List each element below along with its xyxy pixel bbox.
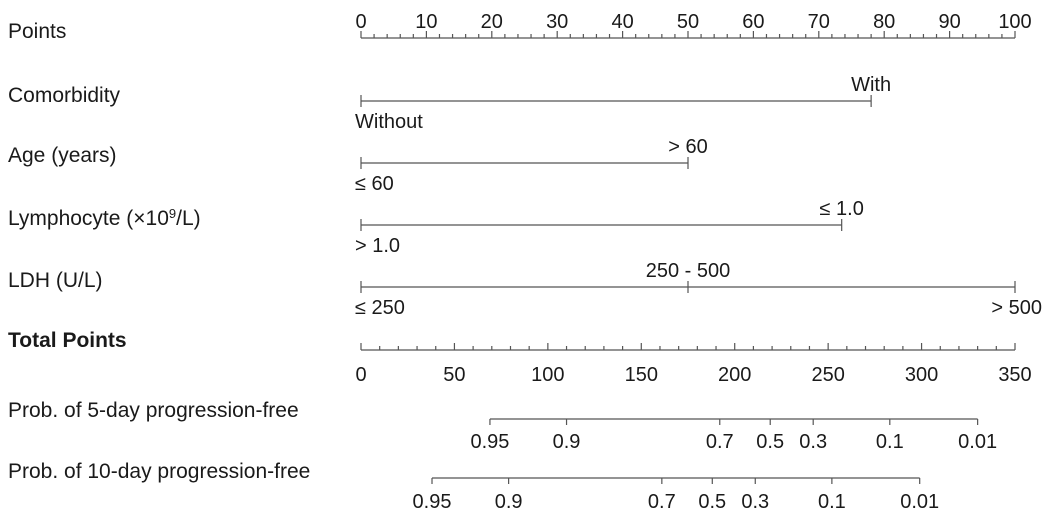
points-tick-label: 40	[611, 11, 633, 33]
lymphocyte-label-pre: Lymphocyte (×10	[8, 207, 169, 230]
ldh-level-label: ≤ 250	[355, 297, 405, 319]
prob5-tick-label: 0.95	[470, 431, 509, 453]
total-points-tick-label: 250	[811, 364, 844, 386]
row-label-ldh: LDH (U/L)	[8, 269, 103, 292]
points-tick-label: 90	[938, 11, 960, 33]
prob5-tick-label: 0.3	[799, 431, 827, 453]
points-tick-label: 70	[808, 11, 830, 33]
prob10-tick-label: 0.01	[900, 491, 939, 513]
prob5-tick-label: 0.9	[553, 431, 581, 453]
row-label-prob5: Prob. of 5-day progression-free	[8, 399, 299, 422]
prob10-tick-label: 0.95	[413, 491, 452, 513]
age-level-label: > 60	[668, 136, 707, 158]
total-points-tick-label: 50	[443, 364, 465, 386]
prob5-tick-label: 0.01	[958, 431, 997, 453]
total-points-tick-label: 200	[718, 364, 751, 386]
comorbidity-level-label: Without	[355, 111, 423, 133]
points-tick-label: 60	[742, 11, 764, 33]
total-points-tick-label: 350	[998, 364, 1031, 386]
row-label-comorbidity: Comorbidity	[8, 84, 121, 107]
prob10-tick-label: 0.7	[648, 491, 676, 513]
lymphocyte-label-post: /L)	[176, 207, 201, 230]
points-tick-label: 10	[415, 11, 437, 33]
total-points-tick-label: 300	[905, 364, 938, 386]
row-label-prob10: Prob. of 10-day progression-free	[8, 460, 310, 483]
prob5-tick-label: 0.7	[706, 431, 734, 453]
comorbidity-level-label: With	[851, 74, 891, 96]
lymphocyte-level-label: ≤ 1.0	[820, 198, 864, 220]
prob5-tick-label: 0.1	[876, 431, 904, 453]
nomogram-marks: 0 10 20 30 40 50 60 70 80 90 100 Without With ≤ 60 > 6…	[355, 11, 1042, 513]
points-tick-label: 0	[355, 11, 366, 33]
ldh-level-label: 250 - 500	[646, 260, 731, 282]
prob5-tick-label: 0.5	[756, 431, 784, 453]
total-points-tick-label: 150	[625, 364, 658, 386]
points-tick-label: 50	[677, 11, 699, 33]
prob10-tick-label: 0.3	[741, 491, 769, 513]
row-label-age: Age (years)	[8, 144, 117, 167]
prob10-tick-label: 0.1	[818, 491, 846, 513]
row-label-total-points: Total Points	[8, 329, 127, 352]
row-label-lymphocyte: Lymphocyte (×109/L)	[8, 206, 201, 230]
prob10-tick-label: 0.5	[698, 491, 726, 513]
row-label-points: Points	[8, 20, 66, 43]
points-tick-label: 30	[546, 11, 568, 33]
total-points-tick-label: 100	[531, 364, 564, 386]
points-tick-label: 80	[873, 11, 895, 33]
age-level-label: ≤ 60	[355, 173, 394, 195]
points-tick-label: 20	[481, 11, 503, 33]
prob10-tick-label: 0.9	[495, 491, 523, 513]
lymphocyte-level-label: > 1.0	[355, 235, 400, 257]
total-points-tick-label: 0	[355, 364, 366, 386]
ldh-level-label: > 500	[991, 297, 1042, 319]
lymphocyte-label-sup: 9	[169, 206, 176, 221]
points-tick-label: 100	[998, 11, 1031, 33]
